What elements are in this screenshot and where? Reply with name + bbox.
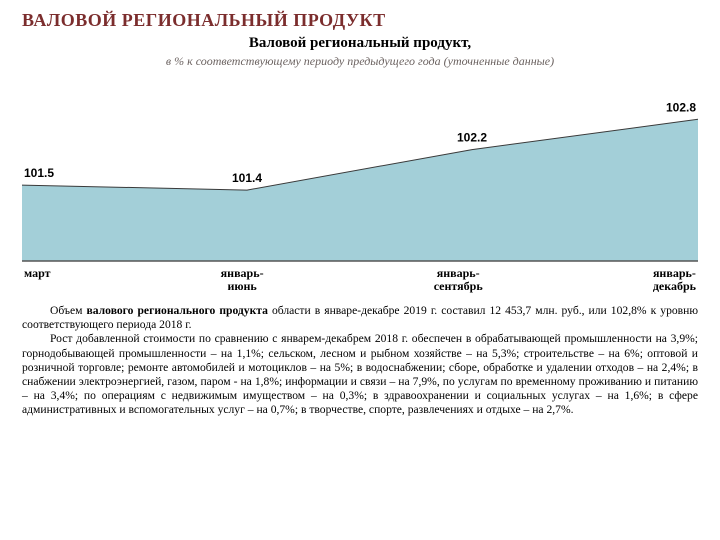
x-label: январь-сентябрь [434,267,483,292]
x-axis-labels: март январь-июнь январь-сентябрь январь-… [22,267,698,292]
chart-title: Валовой региональный продукт, [22,35,698,52]
chart-value-label: 101.4 [232,171,262,185]
page-root: ВАЛОВОЙ РЕГИОНАЛЬНЫЙ ПРОДУКТ Валовой рег… [0,0,720,540]
x-label: январь-июнь [221,267,264,292]
body-text: Объем валового регионального продукта об… [22,304,698,417]
paragraph-1: Объем валового регионального продукта об… [22,304,698,332]
chart-area-fill [22,119,698,261]
x-label: март [24,267,51,292]
area-chart: 101.5 101.4 102.2 102.8 [22,75,698,265]
page-title: ВАЛОВОЙ РЕГИОНАЛЬНЫЙ ПРОДУКТ [22,10,698,31]
chart-value-label: 102.8 [666,100,696,114]
chart-value-label: 102.2 [457,131,487,145]
x-label: январь-декабрь [653,267,696,292]
paragraph-2: Рост добавленной стоимости по сравнению … [22,332,698,417]
chart-subtitle: в % к соответствующему периоду предыдуще… [22,54,698,69]
chart-value-label: 101.5 [24,166,54,180]
